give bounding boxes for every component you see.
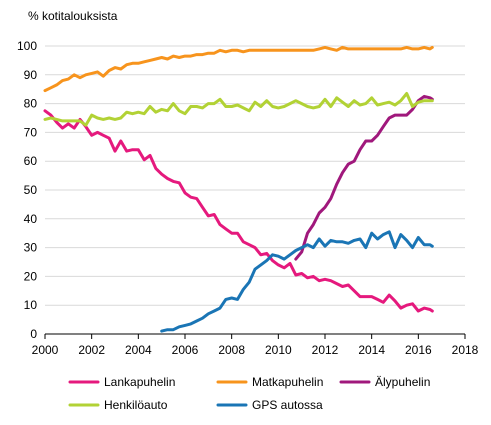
series-line-henkilöauto (43, 92, 434, 127)
x-tick-label-2016: 2016 (405, 343, 432, 357)
legend-label-henkilöauto: Henkilöauto (104, 398, 168, 412)
y-axis-unit-label: % kotitalouksista (28, 9, 118, 23)
y-tick-label-80: 80 (24, 97, 38, 111)
x-tick-label-2012: 2012 (312, 343, 339, 357)
series-line-älypuhelin (294, 94, 434, 261)
y-tick-label-10: 10 (24, 298, 38, 312)
legend-label-matkapuhelin: Matkapuhelin (252, 375, 323, 389)
legend: Lankapuhelin Matkapuhelin Älypuhelin Henkil… (68, 375, 430, 412)
y-tick-label-60: 60 (24, 154, 38, 168)
x-tick-label-2010: 2010 (265, 343, 292, 357)
y-tick-label-0: 0 (30, 327, 37, 341)
x-tick-label-2008: 2008 (218, 343, 245, 357)
x-tick-label-2014: 2014 (358, 343, 385, 357)
series-lines (43, 45, 434, 333)
y-tick-label-40: 40 (24, 212, 38, 226)
series-line-lankapuhelin (43, 109, 434, 313)
series-line-gps-autossa (160, 230, 434, 333)
series-line-matkapuhelin (43, 45, 434, 93)
axes: 0 10 20 30 40 50 60 70 80 90 100 2000 2002 2004 2006 20… (17, 39, 479, 357)
x-tick-label-2006: 2006 (172, 343, 199, 357)
legend-label-älypuhelin: Älypuhelin (375, 375, 430, 389)
y-tick-label-30: 30 (24, 241, 38, 255)
y-tick-label-50: 50 (24, 183, 38, 197)
x-tick-label-2018: 2018 (452, 343, 479, 357)
y-tick-label-100: 100 (17, 39, 37, 53)
x-tick-label-2004: 2004 (125, 343, 152, 357)
x-tick-label-2002: 2002 (78, 343, 105, 357)
y-tick-label-90: 90 (24, 68, 38, 82)
y-tick-label-70: 70 (24, 125, 38, 139)
y-tick-label-20: 20 (24, 269, 38, 283)
gridlines (45, 45, 465, 306)
legend-label-gps-autossa: GPS autossa (252, 398, 323, 412)
x-tick-label-2000: 2000 (32, 343, 59, 357)
legend-label-lankapuhelin: Lankapuhelin (104, 375, 175, 389)
